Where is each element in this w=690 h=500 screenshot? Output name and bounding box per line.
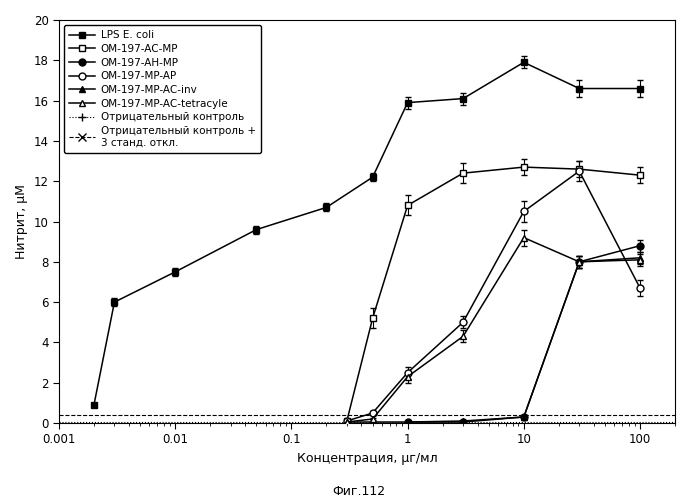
- Text: Фиг.112: Фиг.112: [333, 485, 385, 498]
- Y-axis label: Нитрит, μМ: Нитрит, μМ: [15, 184, 28, 259]
- X-axis label: Концентрация, μг/мл: Концентрация, μг/мл: [297, 452, 437, 465]
- Legend: LPS E. coli, OM-197-AC-MP, OM-197-AH-MP, OM-197-MP-AP, OM-197-MP-AC-inv, OM-197-: LPS E. coli, OM-197-AC-MP, OM-197-AH-MP,…: [64, 25, 261, 152]
